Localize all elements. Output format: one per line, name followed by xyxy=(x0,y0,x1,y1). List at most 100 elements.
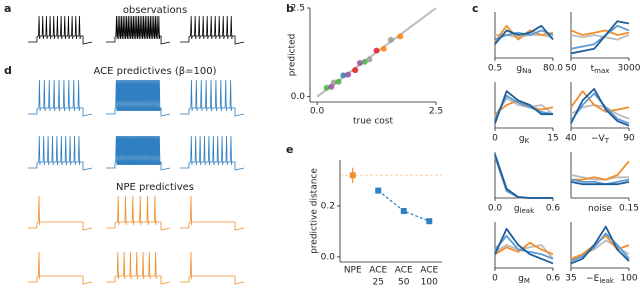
y-tick-label: 2.5 xyxy=(291,4,305,14)
point xyxy=(380,45,387,52)
voltage-trace xyxy=(106,135,171,171)
x-tick-label: 90 xyxy=(623,134,635,144)
density-curve xyxy=(570,20,630,55)
x-axis-label: gM xyxy=(518,274,530,286)
point xyxy=(366,56,373,63)
x-tick-label: 0.5 xyxy=(488,64,502,74)
density-curve xyxy=(494,154,553,199)
x-axis-label-main: g xyxy=(518,274,524,284)
x-axis-label-main: noise xyxy=(588,204,612,214)
x-axis-label: tmax xyxy=(591,64,610,76)
point xyxy=(373,47,380,54)
x-tick-label: 100 xyxy=(620,274,637,284)
x-tick-label: 3000 xyxy=(618,64,640,74)
density-curve xyxy=(494,241,554,256)
y-axis-label: predicted xyxy=(288,34,298,77)
x-tick-label: 0 xyxy=(492,274,498,284)
point xyxy=(352,67,359,74)
x-axis-label-sub: M xyxy=(524,277,530,285)
y-tick-label: 0.0 xyxy=(291,92,306,102)
x-tick-label: NPE xyxy=(344,266,362,276)
voltage-trace xyxy=(180,251,245,285)
density-curve xyxy=(570,232,630,262)
density-curve xyxy=(494,24,554,45)
density-curve xyxy=(570,29,630,36)
panel-label: a xyxy=(4,2,11,15)
x-tick-label: ACE xyxy=(420,266,438,276)
point xyxy=(345,71,352,78)
panel-title: observations xyxy=(123,5,187,16)
x-tick-label: 40 xyxy=(565,134,577,144)
density-curve xyxy=(571,160,630,181)
point xyxy=(330,79,337,86)
density-curve xyxy=(494,24,554,43)
density-curve xyxy=(570,24,630,50)
x-axis-label: −Eleak xyxy=(586,274,615,286)
x-tick-label: 0.0 xyxy=(488,204,503,214)
x-tick-label: 50 xyxy=(565,64,577,74)
x-axis-label-sub: K xyxy=(525,137,530,145)
x-axis-label-sub: leak xyxy=(520,207,536,215)
x-axis-label: −VT xyxy=(591,134,610,146)
voltage-trace xyxy=(28,135,93,171)
x-axis-label-main: g xyxy=(516,64,522,74)
x-axis-label-sub: leak xyxy=(599,277,615,285)
voltage-trace xyxy=(28,251,93,285)
voltage-trace xyxy=(106,79,171,117)
density-curve xyxy=(570,34,630,41)
x-tick-label: 0.6 xyxy=(546,274,561,284)
density-curve xyxy=(570,174,629,181)
connect-line xyxy=(377,190,430,222)
x-tick-label: 0.0 xyxy=(310,107,325,117)
density-curve xyxy=(494,228,554,265)
density-curve xyxy=(570,90,630,113)
density-curve xyxy=(570,181,630,186)
voltage-trace xyxy=(180,135,245,171)
panel-title: NPE predictives xyxy=(116,182,194,193)
x-axis-label-main: t xyxy=(591,64,595,74)
panel-label: d xyxy=(4,64,12,77)
y-tick-label: 0.2 xyxy=(321,201,335,211)
x-axis-label-main: g xyxy=(519,134,525,144)
point xyxy=(349,172,356,179)
voltage-trace xyxy=(106,251,171,285)
panel-label: e xyxy=(286,143,293,156)
x-axis-label-sub: T xyxy=(604,137,610,145)
voltage-trace xyxy=(28,195,93,231)
voltage-trace xyxy=(28,79,93,117)
point xyxy=(335,78,342,85)
point xyxy=(323,84,330,91)
voltage-trace xyxy=(106,195,171,231)
point xyxy=(356,59,363,66)
density-curve xyxy=(494,156,553,199)
x-tick-label: 0 xyxy=(492,134,498,144)
x-tick-label: 0.15 xyxy=(619,204,639,214)
point xyxy=(397,33,404,40)
x-tick-label: 2.5 xyxy=(429,107,443,117)
point xyxy=(426,218,433,225)
density-curve xyxy=(494,90,553,124)
voltage-trace xyxy=(106,15,171,45)
x-axis-label-sub: max xyxy=(594,67,609,75)
voltage-trace xyxy=(28,15,93,45)
density-curve xyxy=(494,155,553,199)
panel-label: c xyxy=(472,2,479,15)
point xyxy=(361,58,368,65)
y-axis-label: predictive distance xyxy=(310,168,320,254)
density-curve xyxy=(494,244,554,260)
voltage-trace xyxy=(180,195,245,231)
density-curve xyxy=(570,88,630,127)
panel-label: b xyxy=(286,2,294,15)
x-axis-label-sub: Na xyxy=(522,67,532,75)
x-axis-label-main: −V xyxy=(591,134,606,144)
x-axis-label: gNa xyxy=(516,64,531,76)
density-curve xyxy=(494,94,554,120)
voltage-trace xyxy=(180,15,245,45)
x-tick-label: ACE xyxy=(369,266,387,276)
x-axis-label-main: −E xyxy=(586,274,600,284)
density-curve xyxy=(494,156,553,199)
density-curve xyxy=(494,234,554,260)
x-tick-label: 25 xyxy=(373,278,384,288)
point xyxy=(387,36,394,43)
